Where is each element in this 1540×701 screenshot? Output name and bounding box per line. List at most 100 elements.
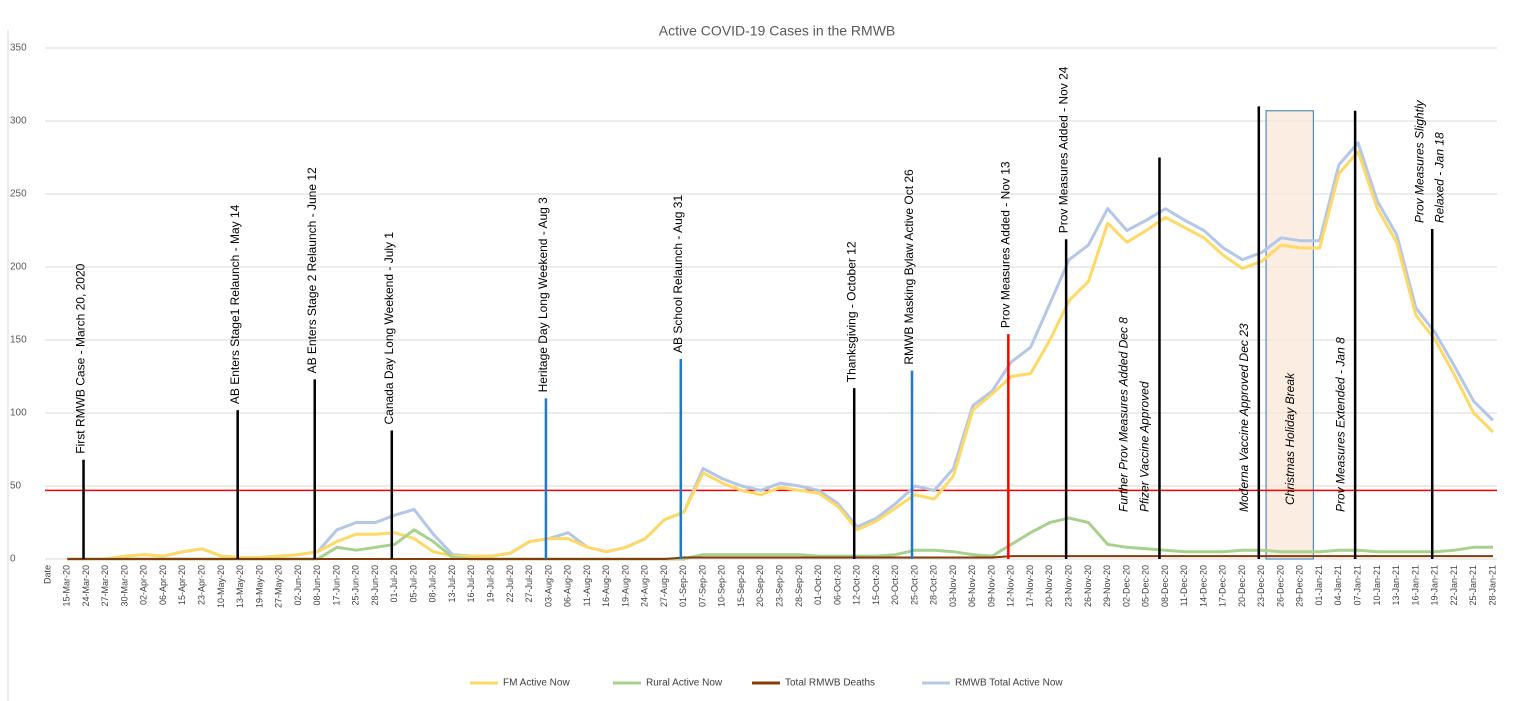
- x-tick-label: 15-Mar-20: [62, 565, 72, 607]
- x-tick-label: 06-Oct-20: [832, 565, 842, 605]
- annotation-text: Prov Measures Slightly: [1412, 99, 1426, 223]
- x-tick-label: 20-Nov-20: [1044, 565, 1054, 607]
- x-tick-label: 14-Dec-20: [1198, 565, 1208, 607]
- annotation-text: Moderna Vaccine Approved Dec 23: [1237, 323, 1251, 512]
- x-tick-label: 19-Jul-20: [486, 565, 496, 603]
- x-tick-label: 01-Oct-20: [813, 565, 823, 605]
- legend-label: Total RMWB Deaths: [785, 678, 875, 689]
- legend-label: RMWB Total Active Now: [955, 678, 1063, 689]
- annotation-text: Prov Measures Added - Nov 24: [1056, 66, 1070, 233]
- y-tick-label: 200: [10, 262, 27, 273]
- annotation-text: Heritage Day Long Weekend - Aug 3: [536, 197, 550, 393]
- series-line: [67, 150, 1495, 561]
- x-tick-label: 05-Dec-20: [1141, 565, 1151, 607]
- x-tick-label: 28-Jun-20: [370, 565, 380, 606]
- y-tick-label: 150: [10, 335, 27, 346]
- series-line: [67, 555, 1493, 560]
- x-tick-label: 06-Aug-20: [563, 565, 573, 607]
- x-tick-label: 24-Aug-20: [640, 565, 650, 607]
- x-tick-label: 02-Jun-20: [293, 565, 303, 606]
- x-tick-label: 06-Apr-20: [158, 565, 168, 605]
- x-tick-label: 23-Nov-20: [1064, 565, 1074, 607]
- legend-label: FM Active Now: [503, 678, 570, 689]
- legend-label: Rural Active Now: [646, 678, 723, 689]
- annotation-text: Relaxed - Jan 18: [1432, 132, 1446, 223]
- x-tick-label: 06-Nov-20: [967, 565, 977, 607]
- x-tick-label: 03-Aug-20: [543, 565, 553, 607]
- x-tick-label: Date: [42, 565, 52, 584]
- x-tick-label: 03-Nov-20: [948, 565, 958, 607]
- x-tick-label: 01-Jul-20: [389, 565, 399, 603]
- x-tick-label: 20-Dec-20: [1237, 565, 1247, 607]
- x-tick-label: 15-Apr-20: [177, 565, 187, 605]
- y-tick-label: 50: [10, 481, 22, 492]
- x-tick-label: 07-Jan-21: [1353, 565, 1363, 606]
- y-tick-label: 350: [10, 43, 27, 54]
- x-tick-label: 13-Jul-20: [447, 565, 457, 603]
- x-tick-label: 22-Jan-21: [1449, 565, 1459, 606]
- x-tick-label: 05-Jul-20: [408, 565, 418, 603]
- x-tick-label: 01-Sep-20: [678, 565, 688, 607]
- x-tick-label: 30-Mar-20: [119, 565, 129, 607]
- x-tick-label: 12-Nov-20: [1006, 565, 1016, 607]
- annotation-text: AB Enters Stage1 Relaunch - May 14: [228, 204, 242, 404]
- x-tick-label: 19-May-20: [254, 565, 264, 608]
- x-tick-label: 28-Oct-20: [929, 565, 939, 605]
- x-tick-label: 15-Oct-20: [871, 565, 881, 605]
- x-tick-label: 29-Dec-20: [1295, 565, 1305, 607]
- x-tick-label: 23-Sep-20: [775, 565, 785, 607]
- x-tick-label: 12-Oct-20: [852, 565, 862, 605]
- x-tick-label: 26-Nov-20: [1083, 565, 1093, 607]
- annotation-text: AB School Relaunch - Aug 31: [671, 195, 685, 353]
- x-tick-label: 10-Jan-21: [1372, 565, 1382, 606]
- annotation-text: Further Prov Measures Added Dec 8: [1117, 317, 1131, 512]
- x-tick-label: 27-Aug-20: [659, 565, 669, 607]
- annotation-text: AB Enters Stage 2 Relaunch - June 12: [305, 167, 319, 373]
- annotation-text: Prov Measures Added - Nov 13: [999, 161, 1013, 328]
- x-tick-label: 25-Jun-20: [351, 565, 361, 606]
- x-tick-label: 08-Jul-20: [428, 565, 438, 603]
- x-tick-label: 22-Jul-20: [505, 565, 515, 603]
- x-tick-label: 11-Aug-20: [582, 565, 592, 606]
- x-tick-label: 19-Aug-20: [620, 565, 630, 607]
- x-tick-label: 07-Sep-20: [697, 565, 707, 607]
- annotation-text: Canada Day Long Weekend - July 1: [382, 232, 396, 425]
- annotation-text: Pfizer Vaccine Approved: [1138, 381, 1152, 512]
- x-tick-label: 20-Sep-20: [755, 565, 765, 607]
- x-tick-label: 02-Dec-20: [1121, 565, 1131, 607]
- y-tick-label: 300: [10, 116, 27, 127]
- x-tick-label: 28-Jan-21: [1487, 565, 1497, 606]
- x-tick-label: 13-Jan-21: [1391, 565, 1401, 606]
- x-tick-label: 13-May-20: [235, 565, 245, 608]
- y-tick-label: 250: [10, 189, 27, 200]
- x-tick-label: 27-Mar-20: [100, 565, 110, 607]
- y-tick-label: 0: [10, 554, 16, 565]
- x-tick-label: 24-Mar-20: [81, 565, 91, 607]
- x-tick-label: 28-Sep-20: [794, 565, 804, 607]
- x-tick-label: 20-Oct-20: [890, 565, 900, 605]
- x-tick-label: 08-Dec-20: [1160, 565, 1170, 607]
- x-tick-label: 23-Dec-20: [1256, 565, 1266, 607]
- x-tick-label: 25-Jan-21: [1468, 565, 1478, 606]
- x-tick-label: 15-Sep-20: [736, 565, 746, 607]
- x-tick-label: 29-Nov-20: [1102, 565, 1112, 607]
- x-tick-label: 09-Nov-20: [986, 565, 996, 607]
- annotation-text: Thanksgiving - October 12: [844, 241, 858, 382]
- annotation-text: Prov Measures Extended - Jan 8: [1333, 337, 1347, 512]
- annotation-text: Christmas Holiday Break: [1283, 372, 1297, 505]
- x-tick-label: 10-Sep-20: [717, 565, 727, 607]
- holiday-box: [1265, 110, 1314, 560]
- x-tick-label: 02-Apr-20: [139, 565, 149, 605]
- x-tick-label: 11-Dec-20: [1179, 565, 1189, 606]
- x-tick-label: 16-Aug-20: [601, 565, 611, 607]
- x-tick-label: 17-Nov-20: [1025, 565, 1035, 607]
- chart-title: Active COVID-19 Cases in the RMWB: [659, 23, 896, 39]
- annotation-text: RMWB Masking Bylaw Active Oct 26: [902, 169, 916, 365]
- annotation-text: First RMWB Case - March 20, 2020: [74, 263, 88, 453]
- y-tick-label: 100: [10, 408, 27, 419]
- x-tick-label: 10-May-20: [216, 565, 226, 608]
- x-tick-label: 17-Dec-20: [1218, 565, 1228, 607]
- x-tick-label: 16-Jul-20: [466, 565, 476, 603]
- x-tick-label: 23-Apr-20: [197, 565, 207, 605]
